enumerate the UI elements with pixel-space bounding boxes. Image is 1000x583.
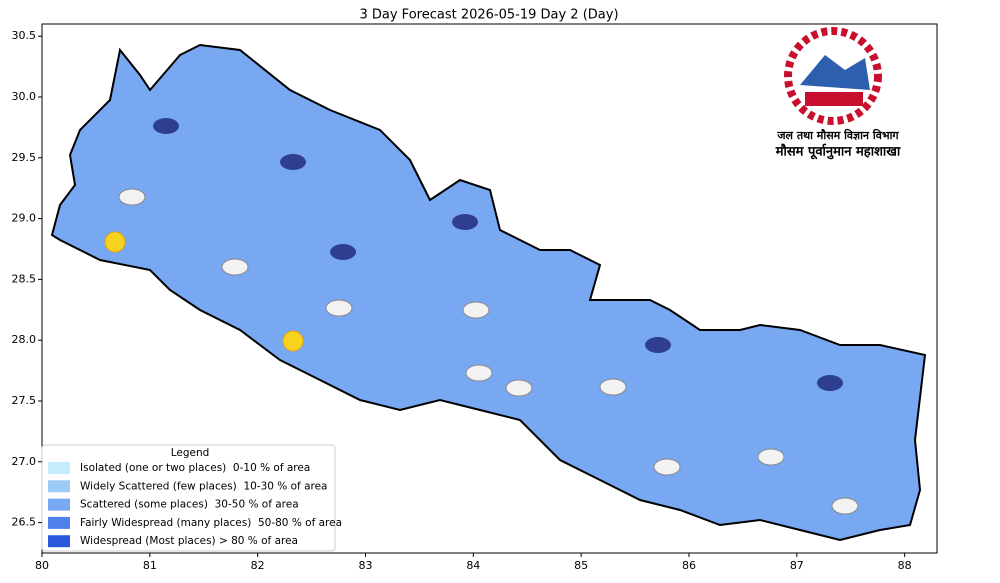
y-tick-label: 29.5 <box>12 151 37 164</box>
legend-label: Isolated (one or two places) 0-10 % of a… <box>80 462 310 474</box>
x-tick-label: 88 <box>898 559 912 572</box>
logo: जल तथा मौसम विज्ञान विभाग मौसम पूर्वानुम… <box>775 27 901 160</box>
legend-label: Scattered (some places) 30-50 % of area <box>80 499 299 511</box>
thunder-rain-icons <box>118 188 859 515</box>
y-tick-label: 28.0 <box>12 333 37 346</box>
legend-swatch <box>48 462 70 474</box>
legend-swatch <box>48 516 70 529</box>
logo-line: मौसम पूर्वानुमान महाशाखा <box>775 144 901 160</box>
y-tick-label: 27.0 <box>12 455 37 468</box>
y-tick-label: 30.0 <box>12 90 37 103</box>
sun-icon <box>282 330 304 352</box>
legend-label: Fairly Widespread (many places) 50-80 % … <box>80 517 342 529</box>
legend-box <box>41 444 336 552</box>
legend-label: Widespread (Most places) > 80 % of area <box>80 535 298 547</box>
y-tick-label: 26.5 <box>12 516 37 529</box>
weather-icons <box>104 118 859 515</box>
plot-frame <box>41 23 938 554</box>
legend-swatch <box>48 480 70 493</box>
legend-label: Widely Scattered (few places) 10-30 % of… <box>80 480 327 492</box>
y-tick-label: 29.0 <box>12 212 37 225</box>
sun-icon <box>104 231 126 253</box>
nepal-map <box>51 44 926 541</box>
x-tick-label: 84 <box>466 559 480 572</box>
x-tick-label: 83 <box>358 559 372 572</box>
legend-swatch <box>48 535 70 548</box>
x-tick-label: 81 <box>143 559 157 572</box>
y-tick-label: 27.5 <box>12 394 37 407</box>
heavy-rain-icons <box>153 118 843 391</box>
y-tick-label: 30.5 <box>12 29 37 42</box>
legend-title: Legend <box>171 447 210 459</box>
logo-line: जल तथा मौसम विज्ञान विभाग <box>776 128 899 142</box>
legend: Legend Isolated (one or two places) 0-10… <box>41 444 342 552</box>
x-tick-label: 87 <box>790 559 804 572</box>
y-tick-label: 28.5 <box>12 272 37 285</box>
x-tick-label: 80 <box>35 559 49 572</box>
x-tick-label: 82 <box>251 559 265 572</box>
x-tick-label: 86 <box>682 559 696 572</box>
x-tick-label: 85 <box>574 559 588 572</box>
chart-title: 3 Day Forecast 2026-05-19 Day 2 (Day) <box>359 8 618 23</box>
legend-swatch <box>48 498 70 511</box>
